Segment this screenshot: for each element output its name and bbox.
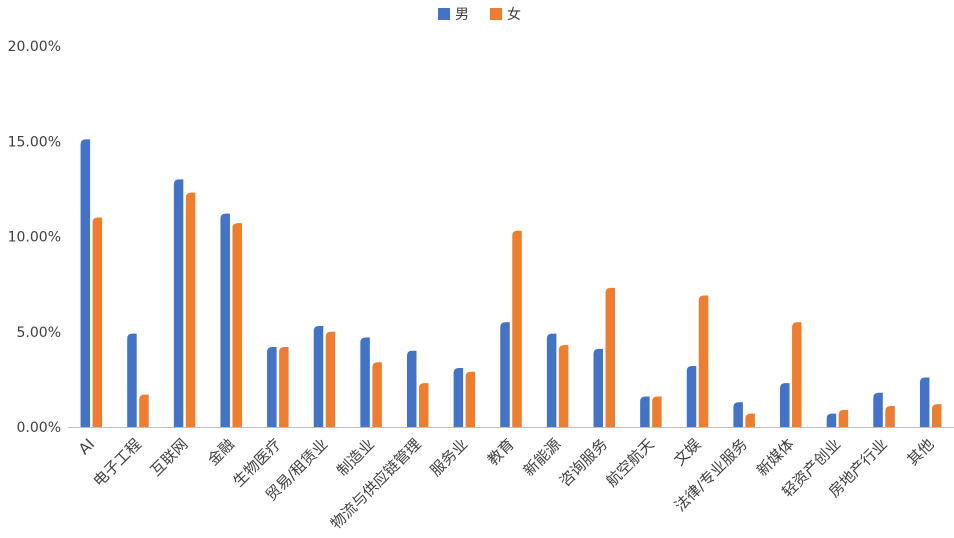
bar-male [220,213,230,427]
bar-male [919,377,930,427]
bar-female [652,396,662,427]
bar-female [92,217,103,427]
bar-female [139,394,149,427]
x-tick-label: AI [75,435,98,458]
bar-male [453,367,464,427]
bar-male [360,337,370,427]
bar-female [279,346,289,427]
x-tick-label: 教育 [484,435,518,469]
bar-male [173,179,184,427]
bar-female [838,409,849,427]
bar-male [780,383,790,427]
y-tick-label: 0.00% [17,420,61,436]
bar-female [698,295,709,427]
bar-female [465,371,476,427]
bar-male [267,346,277,427]
legend: 男女 [438,6,521,23]
y-tick-label: 10.00% [8,230,61,246]
bar-male [686,366,697,427]
bar-female [792,322,802,427]
bar-female [605,287,616,427]
bar-female [745,413,755,427]
bar-female [558,345,569,427]
y-tick-label: 15.00% [8,134,61,150]
x-tick-label: 制造业 [333,435,378,480]
bar-female [325,331,336,427]
y-tick-label: 5.00% [17,325,61,341]
bar-female [185,192,196,427]
bars [80,139,942,427]
legend-swatch [490,8,502,20]
bar-male [313,326,324,427]
bar-female [512,230,522,427]
x-tick-label: 金融 [204,435,238,469]
x-tick-label: 航空航天 [603,435,658,490]
y-axis: 0.00% 5.00% 10.00% 15.00% 20.00% [8,39,61,436]
bar-male [873,392,883,427]
bar-female [372,362,382,427]
bar-male [406,350,417,427]
x-tick-label: 新媒体 [753,435,798,480]
y-tick-label: 20.00% [8,39,61,55]
bar-male [826,413,837,427]
bar-female [418,383,429,427]
legend-label: 男 [455,7,469,23]
x-tick-label: 新能源 [520,435,565,480]
bar-male [80,139,91,427]
legend-swatch [438,8,450,20]
bar-male [640,396,650,427]
legend-label: 女 [507,6,521,23]
bar-female [232,223,242,427]
x-tick-label: 咨询服务 [556,435,611,490]
bar-male [127,333,137,427]
x-tick-label: 电子工程 [90,435,145,490]
bar-male [593,348,604,427]
bar-male [500,322,510,427]
bar-female [931,404,942,427]
x-tick-label: 其他 [904,435,938,469]
x-tick-label: 互联网 [147,435,192,480]
x-tick-label: 文娱 [670,435,704,469]
bar-male [733,402,743,427]
bar-female [885,406,895,427]
x-tick-label: 服务业 [427,435,472,480]
bar-male [546,333,557,427]
